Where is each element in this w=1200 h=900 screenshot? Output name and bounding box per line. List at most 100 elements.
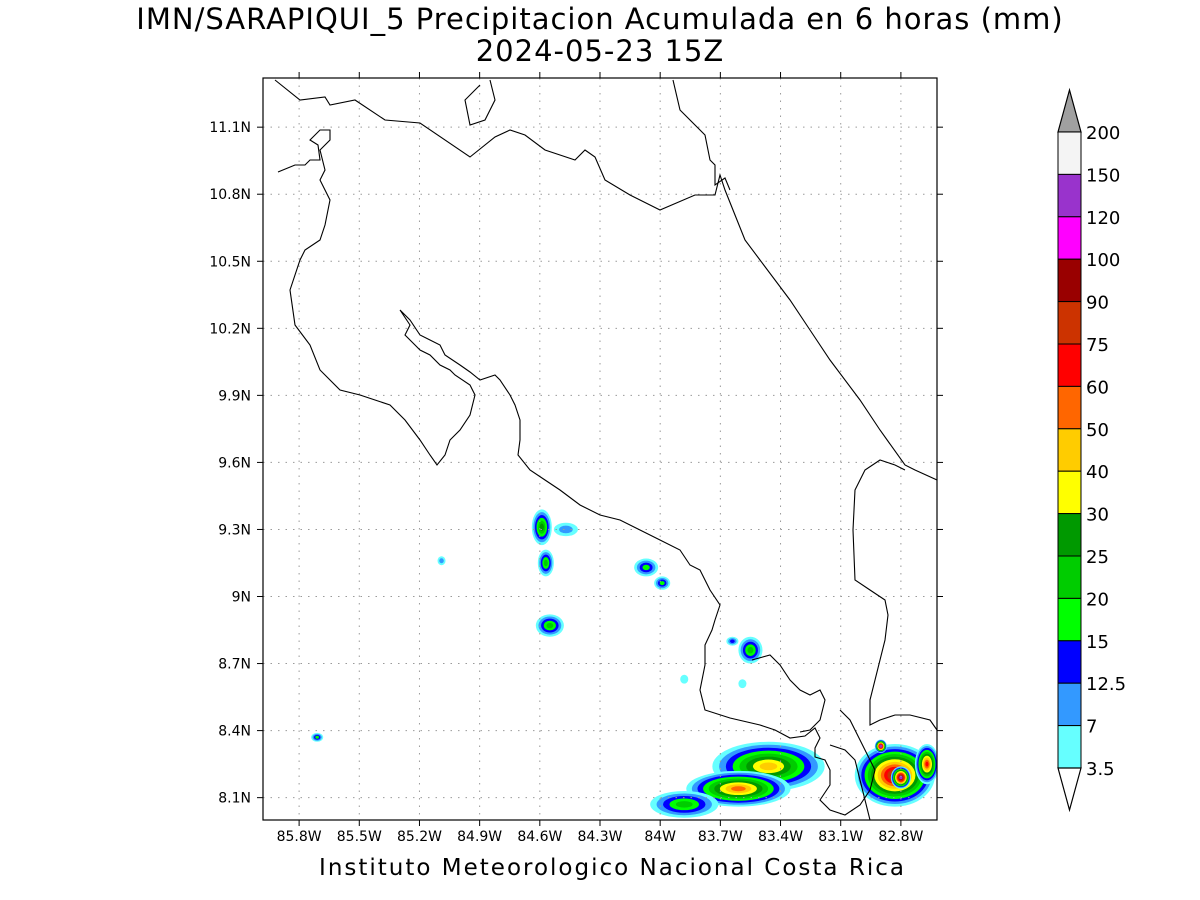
- lon-tick-label: 85.2W: [397, 829, 442, 845]
- border-inner: [829, 744, 871, 820]
- precip-cell: [634, 558, 659, 577]
- legend-level-label: 90: [1086, 293, 1109, 314]
- legend-swatch: [1057, 258, 1082, 303]
- coastline-boundaries: [274, 79, 937, 820]
- precip-cell: [726, 636, 739, 646]
- legend-level-label: 25: [1086, 547, 1109, 568]
- axes: 85.8W 85.5W 85.2W 84.9W 84.6W 84.3W 84W 83.7W 83…: [209, 72, 943, 845]
- lat-tick-label: 9N: [232, 590, 251, 606]
- precip-contour: [315, 735, 319, 739]
- map-subtitle: 2024-05-23 15Z: [475, 34, 725, 68]
- coastline-pacific: [277, 129, 876, 816]
- lat-tick-label: 9.3N: [218, 522, 251, 538]
- legend-level-label: 12.5: [1086, 674, 1126, 695]
- legend-level-label: 30: [1086, 505, 1109, 526]
- lat-tick-label: 9.6N: [218, 455, 251, 471]
- map-background: [263, 78, 937, 820]
- coastline-nicaragua-lake: [672, 79, 731, 191]
- lon-tick-label: 83.1W: [818, 829, 863, 845]
- precip-cell: [553, 522, 578, 537]
- border-panama: [852, 459, 937, 731]
- lat-tick-label: 8.1N: [218, 791, 251, 807]
- precip-cell: [531, 509, 552, 546]
- legend-swatch: [1057, 301, 1082, 345]
- precipitation-field: [311, 509, 937, 818]
- legend-level-label: 40: [1086, 462, 1109, 483]
- precip-contour: [730, 639, 735, 643]
- legend-level-label: 15: [1086, 632, 1109, 653]
- lon-tick-label: 84.9W: [457, 829, 502, 845]
- precip-contour: [543, 559, 548, 567]
- lon-tick-label: 84.6W: [517, 829, 562, 845]
- legend-level-label: 7: [1086, 717, 1097, 738]
- precip-contour: [642, 564, 650, 571]
- legend-swatch: [1057, 682, 1082, 727]
- legend-swatch: [1057, 216, 1082, 260]
- lon-tick-label: 84W: [644, 829, 676, 845]
- lat-tick-label: 9.9N: [218, 388, 251, 404]
- precip-contour: [738, 679, 747, 689]
- legend-swatch: [1057, 597, 1082, 642]
- precip-cell: [654, 576, 671, 590]
- legend-level-label: 120: [1086, 208, 1120, 229]
- precip-contour: [747, 646, 754, 654]
- precip-contour: [879, 744, 883, 748]
- legend-swatch: [1057, 640, 1082, 684]
- lon-tick-label: 83.4W: [758, 829, 803, 845]
- legend-swatch: [1057, 173, 1082, 218]
- legend-swatch: [1057, 470, 1082, 515]
- precip-contour: [680, 674, 689, 684]
- legend-level-label: 100: [1086, 250, 1120, 271]
- precip-cell: [437, 556, 446, 566]
- lon-tick-label: 84.3W: [577, 829, 622, 845]
- legend-level-label: 200: [1086, 123, 1120, 144]
- lat-tick-label: 8.4N: [218, 724, 251, 740]
- lat-tick-label: 11.1N: [209, 120, 251, 136]
- legend-swatch: [1057, 428, 1082, 472]
- footer-credit: Instituto Meteorologico Nacional Costa R…: [319, 855, 906, 881]
- precip-cell: [537, 549, 554, 577]
- legend-level-label: 150: [1086, 165, 1120, 186]
- precip-contour: [899, 776, 903, 780]
- precip-cell: [650, 790, 719, 818]
- precip-cell: [738, 679, 747, 689]
- lon-tick-label: 83.7W: [698, 829, 743, 845]
- legend-level-label: 75: [1086, 335, 1109, 356]
- lon-tick-label: 85.5W: [337, 829, 382, 845]
- lat-tick-label: 10.5N: [209, 254, 251, 270]
- legend-swatch: [1057, 131, 1082, 175]
- lat-tick-label: 8.7N: [218, 657, 251, 673]
- lon-tick-label: 82.8W: [878, 829, 923, 845]
- lon-tick-label: 85.8W: [277, 829, 322, 845]
- precip-contour: [439, 558, 444, 564]
- precip-contour: [559, 525, 573, 534]
- legend-level-label: 3.5: [1086, 759, 1115, 780]
- legend-level-label: 50: [1086, 420, 1109, 441]
- precip-cell: [311, 732, 324, 742]
- legend-arrow-top: [1057, 87, 1082, 133]
- precip-cell: [890, 766, 911, 789]
- coastline-north: [464, 79, 496, 126]
- precip-contour: [546, 622, 554, 629]
- legend-arrow-bottom: [1057, 767, 1082, 813]
- precip-cell: [738, 636, 763, 664]
- precip-contour: [925, 761, 929, 767]
- legend-level-label: 20: [1086, 589, 1109, 610]
- precip-cell: [535, 614, 564, 637]
- precip-contour: [759, 762, 778, 771]
- legend-level-label: 60: [1086, 377, 1109, 398]
- precip-cell: [874, 739, 887, 753]
- lat-tick-label: 10.2N: [209, 321, 251, 337]
- precip-cell: [680, 674, 689, 684]
- precip-contour: [675, 801, 693, 808]
- legend-swatch: [1057, 725, 1082, 769]
- coastline-main: [274, 79, 937, 481]
- legend-swatch: [1057, 343, 1082, 387]
- color-legend: 200 150 120 100 90 75 60 50 40 30 25 20 15 12.5 7 3.5: [1057, 87, 1126, 813]
- precip-cell: [914, 744, 937, 785]
- precip-contour: [731, 786, 746, 792]
- legend-swatch: [1057, 513, 1082, 557]
- map-title: IMN/SARAPIQUI_5 Precipitacion Acumulada …: [136, 2, 1064, 36]
- legend-swatch: [1057, 385, 1082, 430]
